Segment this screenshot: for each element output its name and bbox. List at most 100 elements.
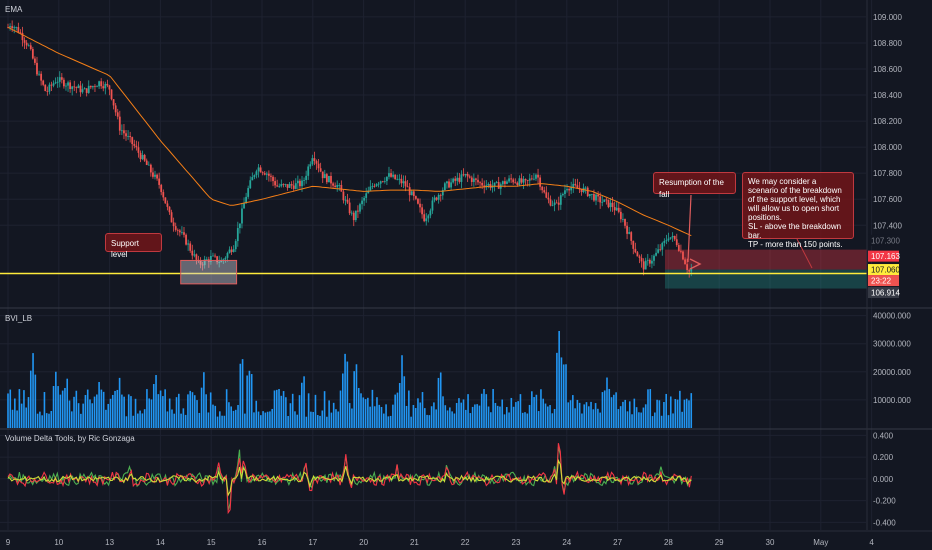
candle-body	[385, 176, 388, 182]
candle-body	[278, 186, 281, 188]
volume-bar	[587, 406, 590, 428]
candle-body	[452, 178, 455, 183]
candle-body	[466, 173, 469, 177]
volume-bar	[631, 414, 633, 428]
candle-body	[340, 184, 343, 192]
volume-bar	[178, 393, 180, 428]
candle-body	[506, 181, 508, 184]
volume-bar	[423, 408, 426, 428]
price-axis[interactable]: 109.000 108.800 108.600 108.400 108.200 108.0…	[873, 13, 911, 527]
candle-body	[344, 199, 347, 201]
volume-bar	[394, 394, 396, 428]
candle-body	[543, 190, 546, 193]
candle-body	[644, 260, 647, 270]
candle-body	[181, 232, 183, 234]
candle-body	[487, 183, 490, 186]
volume-bar	[159, 390, 162, 428]
candle-body	[595, 194, 597, 201]
volume-bar	[362, 397, 365, 428]
candle-body	[667, 238, 670, 241]
candle-body	[671, 236, 674, 238]
volume-bar	[39, 411, 41, 428]
candle-body	[417, 198, 419, 204]
volume-bar	[501, 399, 504, 428]
volume-bar	[100, 389, 103, 428]
volume-bar	[581, 413, 583, 428]
candle-body	[458, 177, 461, 182]
candle-body	[114, 105, 117, 113]
candle-body	[154, 174, 156, 177]
volume-bar	[337, 411, 340, 428]
volume-bar	[378, 404, 381, 428]
price-pane-title: EMA	[5, 5, 23, 14]
candle-body	[135, 145, 138, 148]
volume-bar	[253, 412, 255, 428]
volume-bar	[328, 400, 330, 428]
candle-body	[361, 200, 363, 205]
volume-bar	[301, 382, 303, 428]
volume-bar	[642, 407, 645, 428]
volume-bar	[193, 395, 196, 428]
candle-body	[636, 252, 639, 257]
candle-body	[576, 185, 579, 188]
volume-bar	[658, 400, 661, 428]
candle-body	[143, 154, 146, 161]
volume-bar	[70, 411, 73, 428]
volume-bar	[583, 404, 586, 428]
candle-body	[553, 202, 556, 205]
candle-body	[443, 183, 446, 190]
volume-bar	[27, 397, 30, 428]
volume-bar	[241, 359, 244, 428]
volume-bar	[351, 408, 353, 428]
volume-bar	[29, 370, 32, 428]
candle-body	[230, 249, 233, 252]
candle-body	[203, 259, 206, 266]
volume-bar	[672, 413, 674, 428]
volume-bar	[654, 412, 656, 428]
volume-bar	[182, 408, 185, 428]
candle-body	[437, 194, 440, 200]
volume-bar	[608, 388, 611, 428]
candle-body	[251, 177, 254, 181]
candle-body	[63, 79, 65, 87]
candle-body	[607, 199, 610, 208]
candle-body	[176, 229, 179, 231]
volume-bar	[171, 409, 173, 428]
volume-bar	[184, 414, 187, 428]
candle-body	[520, 178, 523, 183]
candle-body	[414, 196, 417, 199]
countdown-badge: 23:22	[871, 277, 892, 286]
candle-body	[615, 207, 618, 211]
price-tick: 108.600	[873, 65, 902, 74]
volume-bar	[353, 371, 355, 428]
volume-bar	[50, 410, 53, 428]
candle-body	[541, 186, 544, 191]
candle-body	[249, 180, 252, 189]
candle-body	[323, 174, 326, 179]
candle-body	[336, 185, 339, 188]
candle-body	[311, 158, 314, 165]
candle-body	[603, 199, 606, 202]
volume-bar	[574, 408, 576, 428]
volume-bar	[401, 355, 403, 428]
volume-bar	[462, 399, 465, 428]
candle-body	[185, 234, 187, 245]
candle-body	[348, 202, 351, 214]
candle-body	[81, 89, 84, 93]
volume-bar	[61, 390, 64, 428]
volume-bar	[494, 402, 497, 428]
volume-bar	[569, 400, 572, 428]
current-price-badge: 107.060	[871, 266, 900, 275]
time-axis[interactable]: 9 10 13 14 15 16 17 20 21 22 23 24 27 28 29 30 May 4	[6, 538, 875, 547]
candle-body	[168, 206, 171, 213]
pane-dividers	[0, 0, 932, 532]
volume-bar	[209, 392, 212, 428]
volume-bar	[278, 389, 280, 428]
volume-bar	[198, 412, 201, 428]
candle-body	[127, 136, 129, 137]
volume-bar	[232, 410, 235, 428]
volume-bar	[562, 364, 565, 428]
candle-body	[638, 256, 641, 258]
candle-body	[44, 84, 47, 91]
volume-bar	[556, 352, 558, 428]
